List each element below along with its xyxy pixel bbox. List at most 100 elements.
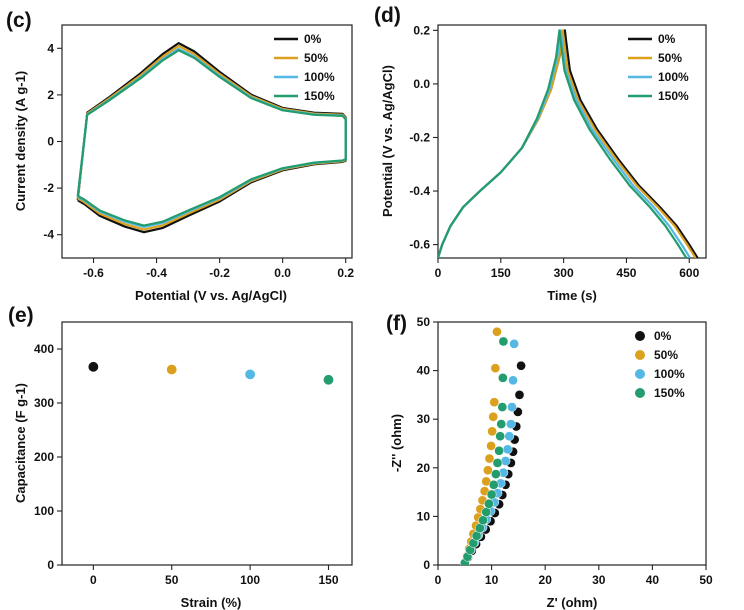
data-point-50pct — [490, 363, 501, 374]
legend-label: 50% — [654, 348, 678, 362]
data-point-50pct — [488, 411, 499, 422]
x-tick-label: -0.4 — [146, 266, 167, 280]
panel-letter: (d) — [374, 4, 401, 27]
data-point-50pct — [166, 364, 178, 376]
data-point-0pct — [514, 390, 525, 400]
data-point-100pct — [500, 456, 511, 466]
chart-panel-3: 0 10 20 30 40 50 0 10 20 30 40 50 Z' (ohm) -Z'' (ohm)… — [386, 312, 713, 610]
y-tick-label: 0.0 — [413, 77, 430, 91]
x-tick-label: -0.2 — [209, 266, 230, 280]
data-point-50pct — [484, 453, 495, 464]
legend-marker — [635, 331, 645, 341]
x-tick-label: 300 — [554, 266, 574, 280]
x-tick-label: 50 — [699, 573, 713, 587]
panel-letter: (e) — [8, 304, 34, 327]
x-tick-label: 450 — [616, 266, 636, 280]
plot-frame — [437, 321, 707, 566]
legend-label: 0% — [304, 32, 322, 46]
data-point-0pct — [516, 360, 526, 371]
y-tick-label: 0 — [47, 135, 54, 149]
x-axis-title: Strain (%) — [181, 595, 242, 610]
chart-panel-1: 0 150 300 450 600 -0.6 -0.4 -0.2 0.0 0.2 Time (s) P… — [374, 4, 707, 303]
x-tick-label: 40 — [646, 573, 660, 587]
data-point-0pct — [87, 361, 99, 373]
data-point-100pct — [508, 375, 518, 386]
panel-letter: (c) — [6, 9, 32, 32]
data-point-150pct — [498, 373, 508, 383]
x-tick-label: 10 — [485, 573, 499, 587]
x-axis-title: Z' (ohm) — [547, 595, 598, 610]
legend-label: 0% — [654, 329, 672, 343]
y-tick-label: -0.4 — [409, 184, 430, 198]
y-tick-label: 100 — [34, 504, 54, 518]
y-axis-title: -Z'' (ohm) — [389, 414, 404, 472]
plot-frame — [437, 24, 707, 259]
x-tick-label: -0.6 — [83, 266, 104, 280]
x-axis-title: Potential (V vs. Ag/AgCl) — [135, 288, 287, 303]
legend-label: 150% — [304, 89, 335, 103]
legend-label: 50% — [658, 51, 682, 65]
legend-marker — [635, 350, 645, 360]
legend-label: 100% — [654, 367, 685, 381]
data-point-100pct — [504, 431, 515, 442]
y-tick-label: 50 — [417, 315, 431, 329]
data-point-100pct — [244, 368, 256, 380]
data-point-100pct — [507, 402, 517, 412]
x-tick-label: 20 — [539, 573, 553, 587]
data-point-50pct — [487, 426, 497, 437]
y-tick-label: 0 — [423, 558, 430, 572]
y-tick-label: 0.2 — [413, 23, 430, 37]
y-axis-title: Capacitance (F g-1) — [13, 383, 28, 503]
x-axis-title: Time (s) — [547, 288, 597, 303]
chart-panel-0: -0.6 -0.4 -0.2 0.0 0.2 -4 -2 0 2 4 Potential (V vs… — [6, 9, 354, 303]
data-point-150pct — [496, 419, 507, 429]
legend-label: 0% — [658, 32, 676, 46]
x-tick-label: 600 — [679, 266, 699, 280]
x-tick-label: 30 — [592, 573, 606, 587]
y-tick-label: 200 — [34, 450, 54, 464]
data-point-150pct — [492, 458, 503, 468]
y-tick-label: -2 — [43, 181, 54, 195]
chart-panel-2: 0 50 100 150 0 100 200 300 400 Strain (%) Capacita… — [8, 304, 353, 610]
data-point-50pct — [492, 326, 502, 337]
plot-frame — [61, 321, 353, 566]
legend-label: 100% — [304, 70, 335, 84]
legend-label: 150% — [658, 89, 689, 103]
data-point-150pct — [495, 431, 506, 442]
legend-marker — [635, 388, 645, 398]
data-point-150pct — [497, 402, 508, 412]
data-point-150pct — [491, 469, 501, 479]
x-tick-label: 150 — [318, 573, 338, 587]
y-tick-label: 40 — [417, 364, 431, 378]
series-line-150pct — [438, 29, 688, 258]
data-point-150pct — [322, 374, 334, 386]
y-tick-label: 400 — [34, 342, 54, 356]
series-line-50pct — [438, 29, 697, 258]
y-tick-label: 300 — [34, 396, 54, 410]
x-tick-label: 100 — [240, 573, 260, 587]
y-axis-title: Potential (V vs. Ag/AgCl) — [380, 65, 395, 217]
x-tick-label: 0 — [90, 573, 97, 587]
y-tick-label: 2 — [47, 88, 54, 102]
data-point-150pct — [484, 498, 494, 509]
y-tick-label: -4 — [43, 228, 54, 242]
y-tick-label: 20 — [417, 461, 431, 475]
x-tick-label: 0 — [435, 573, 442, 587]
legend-label: 150% — [654, 386, 685, 400]
data-point-150pct — [478, 515, 488, 526]
y-tick-label: -0.6 — [409, 238, 430, 252]
y-axis-title: Current density (A g-1) — [13, 71, 28, 211]
legend-marker — [635, 369, 645, 379]
x-tick-label: 0.0 — [274, 266, 291, 280]
y-tick-label: -0.2 — [409, 130, 430, 144]
x-tick-label: 0 — [435, 266, 442, 280]
x-tick-label: 50 — [165, 573, 179, 587]
series-line-150pct — [76, 49, 347, 227]
y-tick-label: 4 — [47, 41, 54, 55]
data-point-150pct — [498, 336, 509, 347]
y-tick-label: 10 — [417, 509, 431, 523]
data-point-150pct — [486, 489, 497, 500]
legend-label: 50% — [304, 51, 328, 65]
x-tick-label: 150 — [491, 266, 511, 280]
